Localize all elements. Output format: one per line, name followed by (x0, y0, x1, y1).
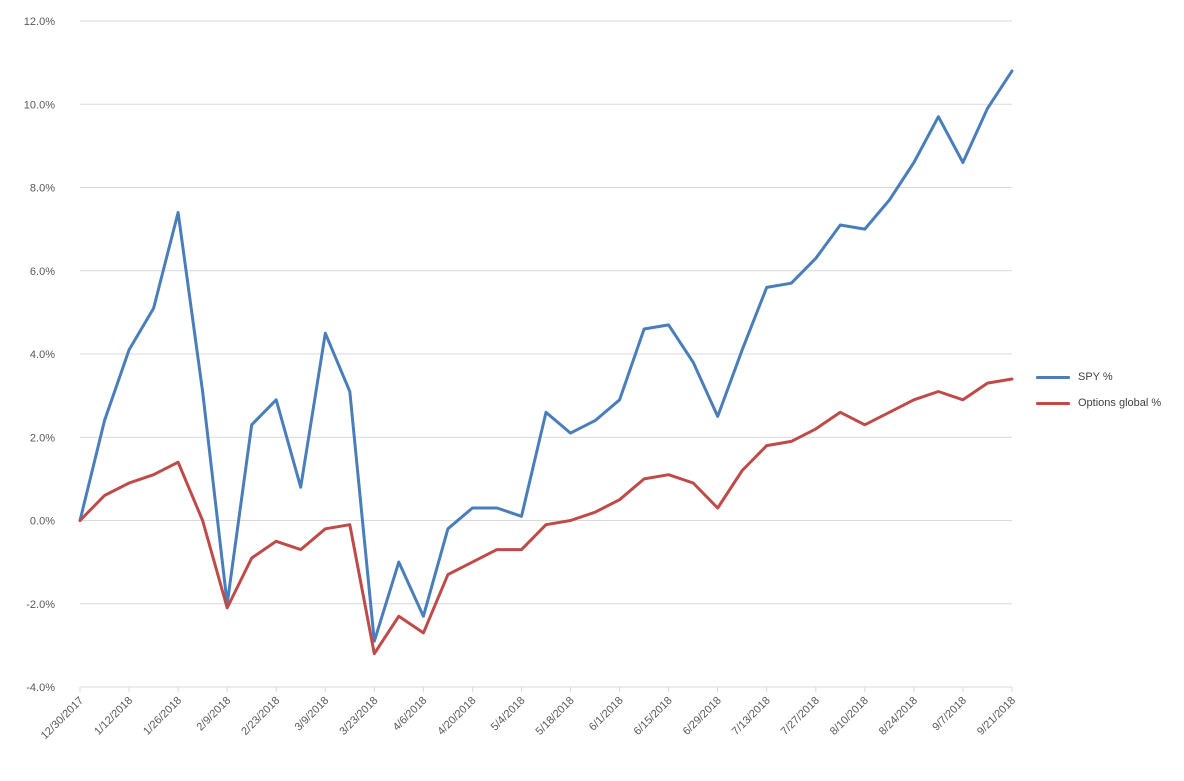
x-tick-label: 9/7/2018 (930, 695, 969, 734)
x-tick-label: 9/21/2018 (975, 695, 1018, 738)
x-tick-label: 5/4/2018 (489, 695, 528, 734)
x-tick-label: 2/9/2018 (195, 695, 234, 734)
x-tick-label: 3/23/2018 (337, 695, 380, 738)
x-tick-label: 8/24/2018 (877, 695, 920, 738)
x-tick-label: 8/10/2018 (828, 695, 871, 738)
spy-series-line (78, 69, 1014, 643)
y-tick-label: 0.0% (30, 516, 55, 528)
y-tick-label: 8.0% (30, 183, 55, 195)
legend-swatch-options (1036, 401, 1070, 405)
legend-label-options: Options global % (1078, 397, 1162, 409)
legend-item-options: Options global % (1036, 390, 1161, 416)
x-tick-label: 1/26/2018 (141, 695, 184, 738)
x-tick-label: 4/6/2018 (391, 695, 430, 734)
x-tick-label: 5/18/2018 (534, 695, 577, 738)
y-tick-label: 6.0% (30, 266, 55, 278)
x-tick-label: 6/15/2018 (632, 695, 675, 738)
series-lines (78, 69, 1014, 656)
y-tick-label: -4.0% (26, 682, 55, 694)
x-tick-label: 6/1/2018 (587, 695, 626, 734)
options-series-line (78, 377, 1014, 656)
legend: SPY % Options global % (1036, 364, 1161, 416)
x-tick-label: 1/12/2018 (92, 695, 135, 738)
legend-item-spy: SPY % (1036, 364, 1161, 390)
x-tick-label: 4/20/2018 (435, 695, 478, 738)
x-tick-label: 7/13/2018 (730, 695, 773, 738)
legend-swatch-spy (1036, 375, 1070, 379)
x-tick-label: 2/23/2018 (239, 695, 282, 738)
y-axis-tick-labels: 12.0% 10.0% 8.0% 6.0% 4.0% 2.0% 0.0% -2.0% -4.0% (24, 16, 55, 694)
y-tick-label: 2.0% (30, 432, 55, 444)
y-tick-label: 4.0% (30, 349, 55, 361)
x-tick-label: 7/27/2018 (779, 695, 822, 738)
y-tick-label: 10.0% (24, 99, 55, 111)
x-tick-label: 6/29/2018 (681, 695, 724, 738)
x-axis: 12/30/2017 1/12/2018 1/26/2018 2/9/2018 2/23… (39, 686, 1018, 742)
y-tick-label: -2.0% (26, 599, 55, 611)
legend-label-spy: SPY % (1078, 371, 1113, 383)
y-tick-label: 12.0% (24, 16, 55, 28)
x-tick-label: 12/30/2017 (39, 695, 86, 742)
x-tick-label: 3/9/2018 (293, 695, 332, 734)
